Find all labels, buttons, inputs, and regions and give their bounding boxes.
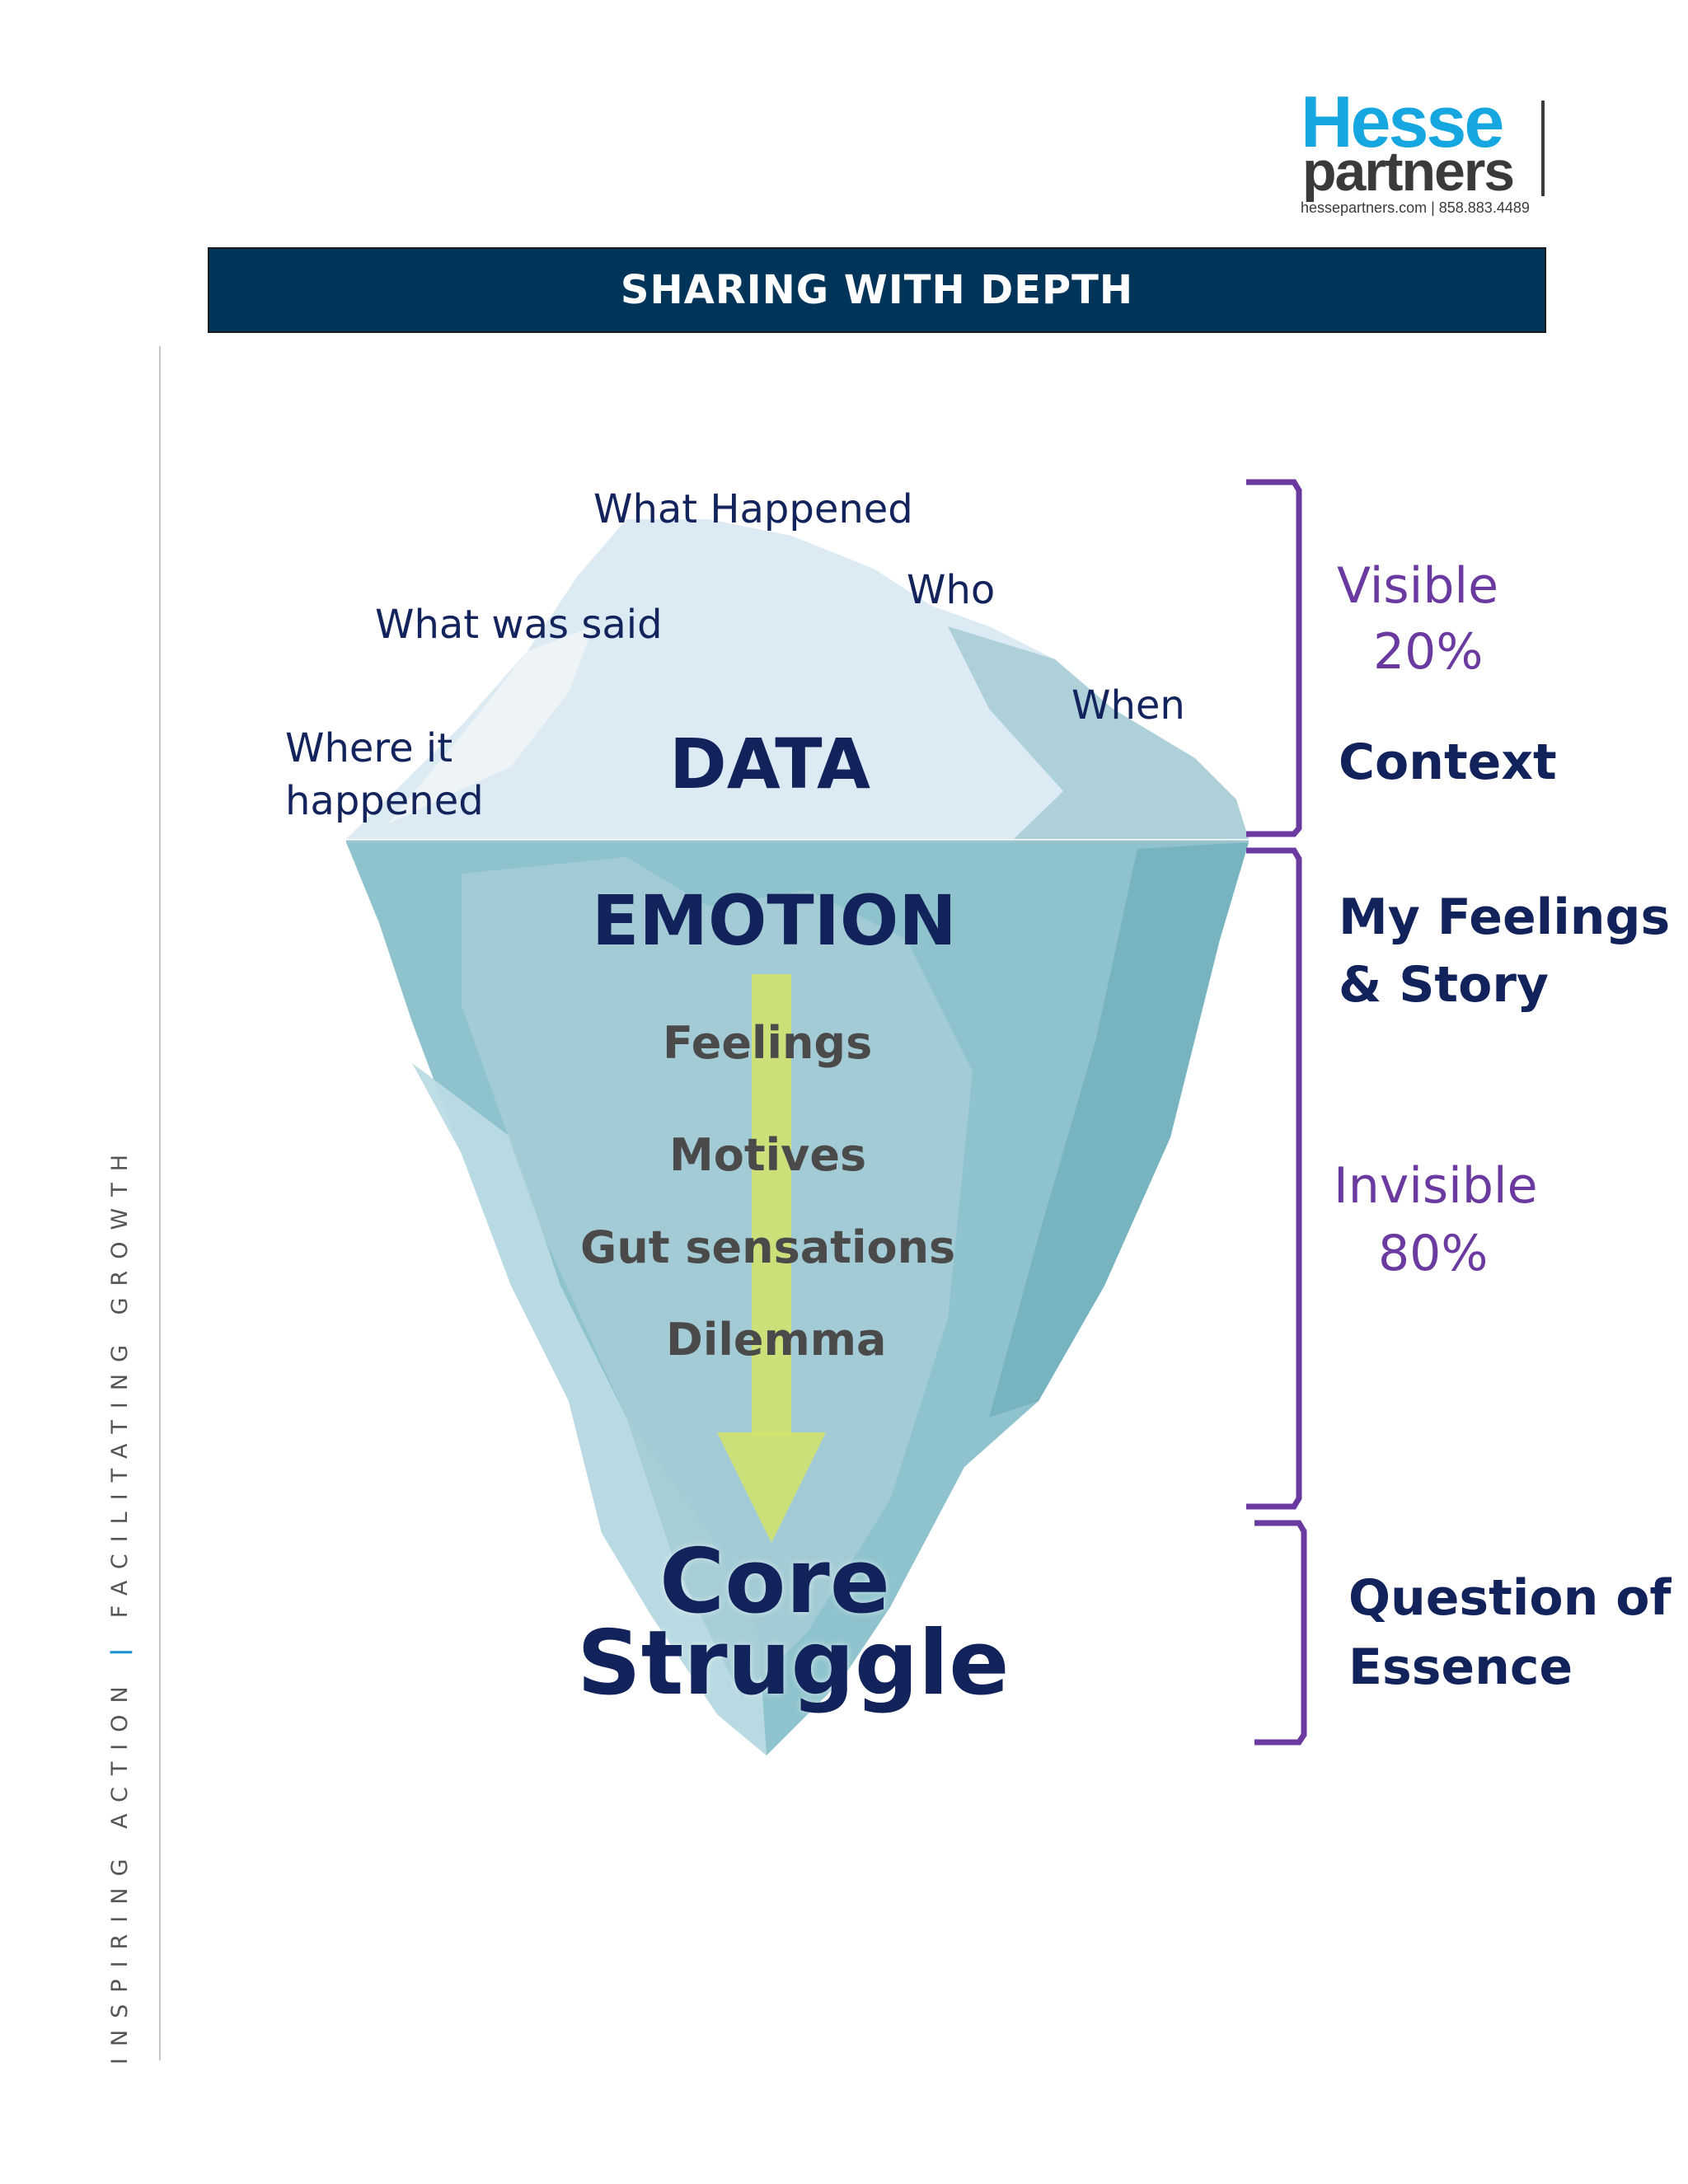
arrow-shaft [752, 974, 791, 1436]
logo-divider [1541, 101, 1545, 196]
label-emotion: EMOTION [592, 880, 957, 961]
label-what-happened: What Happened [593, 486, 913, 532]
label-gut-sensations: Gut sensations [580, 1221, 956, 1273]
header-banner: SHARING WITH DEPTH [208, 247, 1546, 333]
label-and-story: & Story [1339, 956, 1550, 1014]
label-when: When [1071, 682, 1185, 729]
bracket-essence [1254, 1520, 1307, 1746]
label-my-feelings: My Feelings [1339, 888, 1671, 946]
label-who: Who [907, 567, 996, 613]
iceberg-submerged-mid [462, 857, 973, 1698]
label-feelings: Feelings [663, 1017, 873, 1069]
logo-brand-top: Hesse [1301, 81, 1504, 162]
core-line-1: Core [659, 1530, 890, 1633]
label-context: Context [1339, 733, 1557, 791]
label-where-it: Where it [285, 725, 453, 771]
label-happened: happened [285, 778, 484, 824]
left-divider-line [159, 346, 161, 2060]
core-line-2: Struggle [577, 1612, 1010, 1716]
label-invisible: Invisible [1334, 1157, 1538, 1215]
arrow-head [717, 1432, 826, 1543]
label-what-was-said: What was said [375, 602, 663, 648]
label-dilemma: Dilemma [666, 1314, 887, 1366]
iceberg-tip [346, 519, 1249, 839]
label-data: DATA [669, 724, 871, 804]
iceberg-tip-highlight [387, 626, 593, 824]
label-essence: Essence [1348, 1638, 1573, 1696]
page-title: SHARING WITH DEPTH [620, 267, 1134, 313]
label-motives: Motives [669, 1129, 867, 1181]
iceberg-submerged-dark [989, 842, 1249, 1418]
label-invisible-pct: 80% [1378, 1225, 1489, 1282]
label-visible-pct: 20% [1373, 623, 1484, 681]
logo-contact: hessepartners.com | 858.883.4489 [1301, 199, 1530, 216]
label-core-struggle: Core Struggle [577, 1530, 1010, 1716]
logo-brand-bottom: partners [1302, 140, 1515, 203]
bracket-visible [1246, 479, 1302, 837]
label-visible: Visible [1337, 557, 1498, 615]
iceberg-tip-shadow [948, 626, 1249, 839]
label-question-of: Question of [1348, 1569, 1672, 1627]
iceberg-submerged-light [412, 1063, 767, 1755]
bracket-invisible [1246, 847, 1302, 1510]
